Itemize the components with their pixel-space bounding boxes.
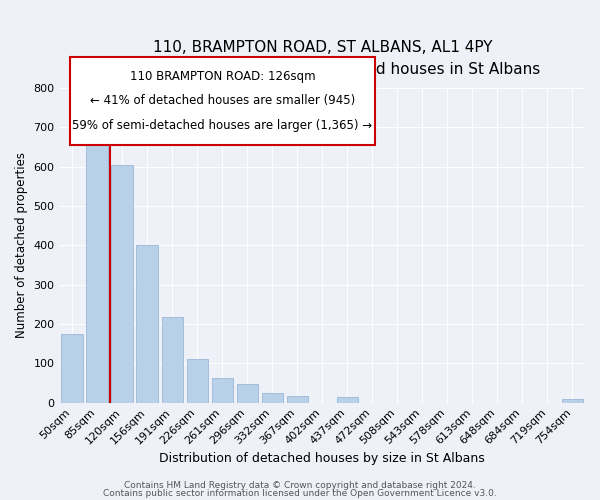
Bar — [562, 400, 583, 402]
Bar — [187, 360, 208, 403]
Bar — [161, 317, 183, 402]
Bar — [212, 378, 233, 402]
Title: 110, BRAMPTON ROAD, ST ALBANS, AL1 4PY
Size of property relative to detached hou: 110, BRAMPTON ROAD, ST ALBANS, AL1 4PY S… — [104, 40, 541, 77]
Bar — [287, 396, 308, 402]
Bar — [136, 246, 158, 402]
Bar — [236, 384, 258, 402]
Bar — [86, 143, 108, 403]
Bar — [112, 165, 133, 402]
Bar — [61, 334, 83, 402]
Text: Contains HM Land Registry data © Crown copyright and database right 2024.: Contains HM Land Registry data © Crown c… — [124, 481, 476, 490]
Text: ← 41% of detached houses are smaller (945): ← 41% of detached houses are smaller (94… — [90, 94, 355, 107]
FancyBboxPatch shape — [70, 56, 375, 144]
Text: 59% of semi-detached houses are larger (1,365) →: 59% of semi-detached houses are larger (… — [73, 119, 373, 132]
Bar — [337, 396, 358, 402]
Text: Contains public sector information licensed under the Open Government Licence v3: Contains public sector information licen… — [103, 488, 497, 498]
Text: 110 BRAMPTON ROAD: 126sqm: 110 BRAMPTON ROAD: 126sqm — [130, 70, 315, 82]
Bar — [262, 393, 283, 402]
Y-axis label: Number of detached properties: Number of detached properties — [15, 152, 28, 338]
X-axis label: Distribution of detached houses by size in St Albans: Distribution of detached houses by size … — [160, 452, 485, 465]
